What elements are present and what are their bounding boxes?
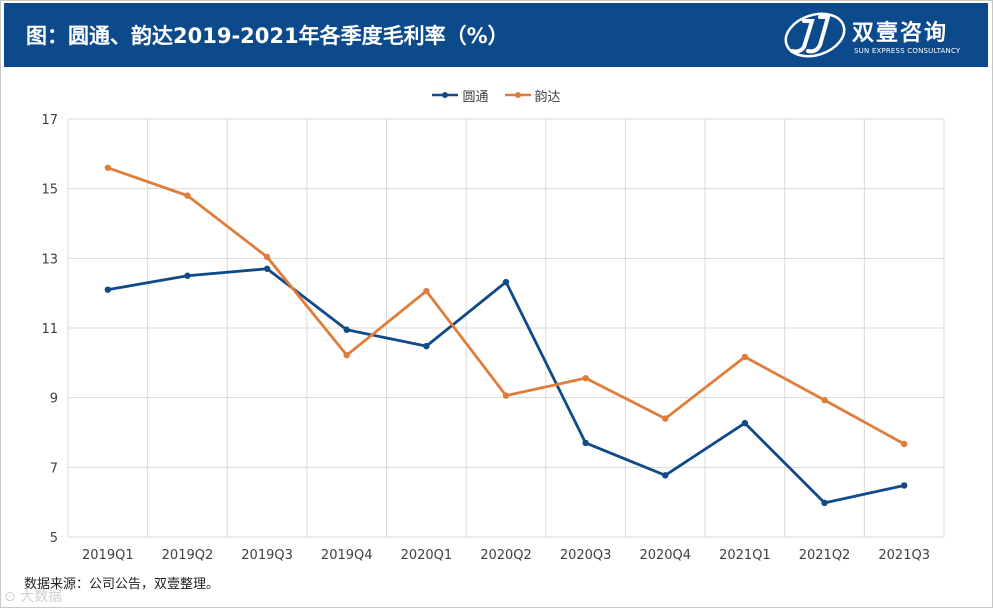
legend-label-yto: 圆通 bbox=[462, 89, 489, 105]
data-point-yto bbox=[104, 286, 112, 293]
x-tick-label: 2021Q1 bbox=[719, 548, 771, 563]
data-point-yto bbox=[423, 342, 430, 350]
data-point-yunda bbox=[263, 253, 271, 261]
data-point-yto bbox=[184, 272, 191, 279]
data-point-yto bbox=[263, 265, 271, 272]
data-point-yunda bbox=[900, 440, 908, 448]
chart-title: 图：圆通、韵达2019-2021年各季度毛利率（%） bbox=[26, 24, 509, 48]
data-point-yunda bbox=[502, 392, 510, 399]
data-point-yto bbox=[741, 419, 749, 427]
x-tick-label: 2019Q1 bbox=[82, 548, 134, 563]
y-tick-label: 13 bbox=[41, 252, 58, 267]
y-tick-label: 9 bbox=[50, 392, 58, 407]
data-point-yunda bbox=[662, 415, 669, 422]
legend-item-yunda[interactable]: 韵达 bbox=[504, 86, 561, 105]
data-point-yunda bbox=[104, 164, 112, 171]
x-tick-label: 2020Q1 bbox=[401, 548, 453, 563]
x-tick-label: 2020Q2 bbox=[480, 548, 532, 563]
data-point-yunda bbox=[741, 353, 749, 361]
data-point-yunda bbox=[821, 396, 828, 404]
logo-subtitle: SUN EXPRESS CONSULTANCY bbox=[854, 47, 961, 55]
y-tick-label: 5 bbox=[50, 531, 58, 546]
logo-mark-icon bbox=[784, 12, 846, 58]
company-logo: 双壹咨询 SUN EXPRESS CONSULTANCY bbox=[782, 7, 982, 63]
data-point-yunda bbox=[343, 351, 350, 359]
x-tick-label: 2021Q2 bbox=[799, 548, 851, 563]
x-tick-label: 2019Q3 bbox=[241, 548, 293, 563]
data-point-yto bbox=[343, 326, 350, 333]
data-point-yto bbox=[821, 499, 828, 507]
x-tick-label: 2020Q4 bbox=[639, 548, 691, 563]
x-tick-label: 2021Q3 bbox=[878, 548, 930, 563]
data-point-yunda bbox=[582, 374, 589, 382]
y-tick-label: 11 bbox=[41, 322, 58, 337]
source-note: 数据来源：公司公告，双壹整理。 bbox=[24, 577, 220, 592]
y-tick-label: 17 bbox=[41, 113, 58, 128]
header-bar: 图：圆通、韵达2019-2021年各季度毛利率（%） 双壹咨询 SUN EXPR… bbox=[4, 3, 988, 67]
legend-label-yunda: 韵达 bbox=[534, 89, 561, 105]
x-tick-label: 2019Q2 bbox=[162, 548, 214, 563]
watermark: ⊙ 大数据 bbox=[4, 589, 63, 605]
y-tick-label: 7 bbox=[50, 461, 58, 476]
data-point-yto bbox=[502, 278, 510, 286]
data-point-yto bbox=[662, 472, 669, 479]
legend-yto-line-icon bbox=[432, 92, 459, 98]
data-point-yunda bbox=[423, 287, 430, 295]
x-tick-label: 2019Q4 bbox=[321, 548, 373, 563]
chart-legend: 圆通 韵达 bbox=[0, 85, 993, 105]
y-tick-label: 15 bbox=[41, 183, 58, 198]
logo-name: 双壹咨询 bbox=[852, 20, 949, 46]
legend-yunda-line-icon bbox=[504, 92, 531, 98]
x-tick-label: 2020Q3 bbox=[560, 548, 612, 563]
data-point-yunda bbox=[184, 192, 191, 199]
data-point-yto bbox=[900, 482, 908, 489]
legend-item-yto[interactable]: 圆通 bbox=[432, 86, 489, 105]
data-point-yto bbox=[582, 439, 589, 447]
